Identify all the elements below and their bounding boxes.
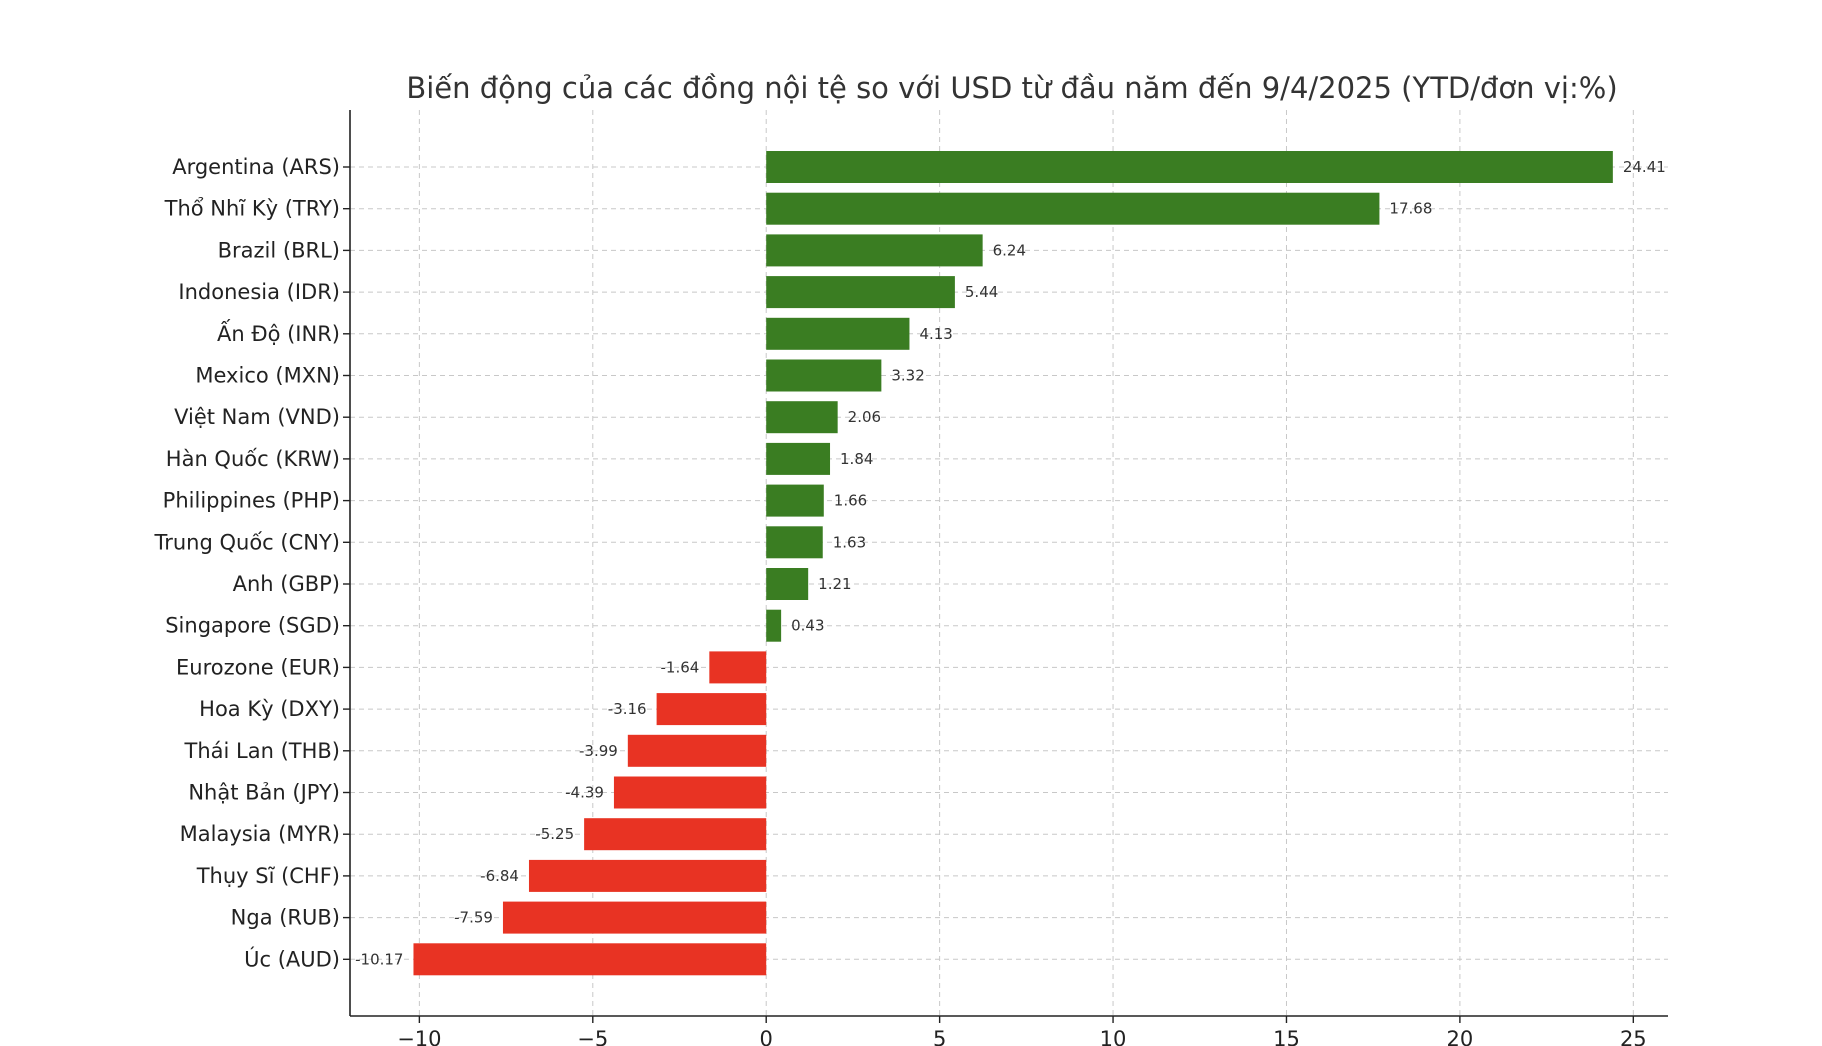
bar (766, 276, 955, 309)
data-label: -3.16 (608, 700, 647, 718)
data-label: 4.13 (919, 325, 952, 343)
x-tick-label: −5 (577, 1027, 608, 1046)
bar (766, 568, 809, 600)
category-label: Indonesia (IDR) (178, 280, 340, 304)
data-label: 5.44 (965, 283, 998, 301)
category-label: Thổ Nhĩ Kỳ (TRY) (164, 197, 340, 221)
x-tick-label: 5 (933, 1027, 946, 1046)
data-label: -10.17 (355, 950, 403, 968)
data-label: 1.66 (834, 492, 867, 510)
data-label: 2.06 (848, 408, 881, 426)
data-label: -6.84 (480, 867, 519, 885)
data-label: 1.63 (833, 533, 866, 551)
data-label: -1.64 (661, 658, 700, 676)
category-label: Brazil (BRL) (218, 238, 340, 262)
x-tick-label: 0 (760, 1027, 773, 1046)
category-label: Nhật Bản (JPY) (188, 781, 340, 805)
bar (766, 234, 983, 267)
bar (627, 734, 767, 767)
bar (766, 526, 823, 559)
bar (502, 901, 767, 934)
category-label: Philippines (PHP) (163, 489, 340, 513)
bar (413, 943, 767, 976)
category-label: Malaysia (MYR) (180, 822, 340, 846)
x-tick-label: 20 (1447, 1027, 1474, 1046)
data-label: 6.24 (993, 241, 1026, 259)
bar (766, 442, 831, 475)
category-label: Nga (RUB) (231, 906, 340, 930)
category-label: Hàn Quốc (KRW) (166, 447, 340, 471)
category-label: Úc (AUD) (244, 946, 340, 971)
axes-layer (343, 110, 1668, 1023)
data-label: 0.43 (791, 617, 824, 635)
data-label: 24.41 (1623, 158, 1666, 176)
bar (766, 401, 838, 434)
x-tick-label: −10 (397, 1027, 441, 1046)
data-label: -4.39 (565, 784, 604, 802)
category-label: Thụy Sĩ (CHF) (196, 864, 340, 888)
category-label: Việt Nam (VND) (174, 405, 340, 429)
data-label: 1.21 (818, 575, 851, 593)
category-label: Ấn Độ (INR) (217, 319, 340, 346)
data-label: -3.99 (579, 742, 618, 760)
category-label: Mexico (MXN) (195, 364, 340, 388)
bar (766, 359, 882, 392)
bar (766, 192, 1380, 225)
chart-title: Biến động của các đồng nội tệ so với USD… (406, 71, 1617, 105)
data-label: 1.84 (840, 450, 873, 468)
bars-layer (413, 151, 1613, 976)
bar (613, 776, 767, 809)
tick-labels-layer: −10 −5 0 5 10 15 20 25 (397, 1027, 1646, 1046)
bar (656, 693, 767, 726)
category-label: Thái Lan (THB) (184, 739, 340, 763)
x-tick-label: 10 (1100, 1027, 1127, 1046)
data-labels-layer: 24.41 17.68 6.24 5.44 4.13 3.32 2.06 1.84 1.66 1.… (355, 158, 1666, 968)
bar (709, 651, 767, 684)
category-labels-layer: Argentina (ARS) Thổ Nhĩ Kỳ (TRY) Brazil (B… (154, 155, 341, 971)
category-label: Argentina (ARS) (172, 155, 340, 179)
data-label: -7.59 (454, 909, 493, 927)
bar (766, 317, 910, 350)
bar (766, 151, 1613, 183)
x-tick-label: 15 (1273, 1027, 1300, 1046)
category-label: Eurozone (EUR) (176, 655, 340, 679)
category-label: Trung Quốc (CNY) (154, 530, 341, 554)
category-label: Singapore (SGD) (165, 614, 340, 638)
bar (766, 609, 782, 642)
bar (766, 484, 824, 517)
data-label: -5.25 (535, 825, 574, 843)
category-label: Hoa Kỳ (DXY) (199, 697, 340, 721)
data-label: 3.32 (891, 367, 924, 385)
x-tick-label: 25 (1620, 1027, 1647, 1046)
category-label: Anh (GBP) (233, 572, 340, 596)
data-label: 17.68 (1389, 200, 1432, 218)
bar (528, 859, 767, 892)
bar (584, 818, 767, 851)
